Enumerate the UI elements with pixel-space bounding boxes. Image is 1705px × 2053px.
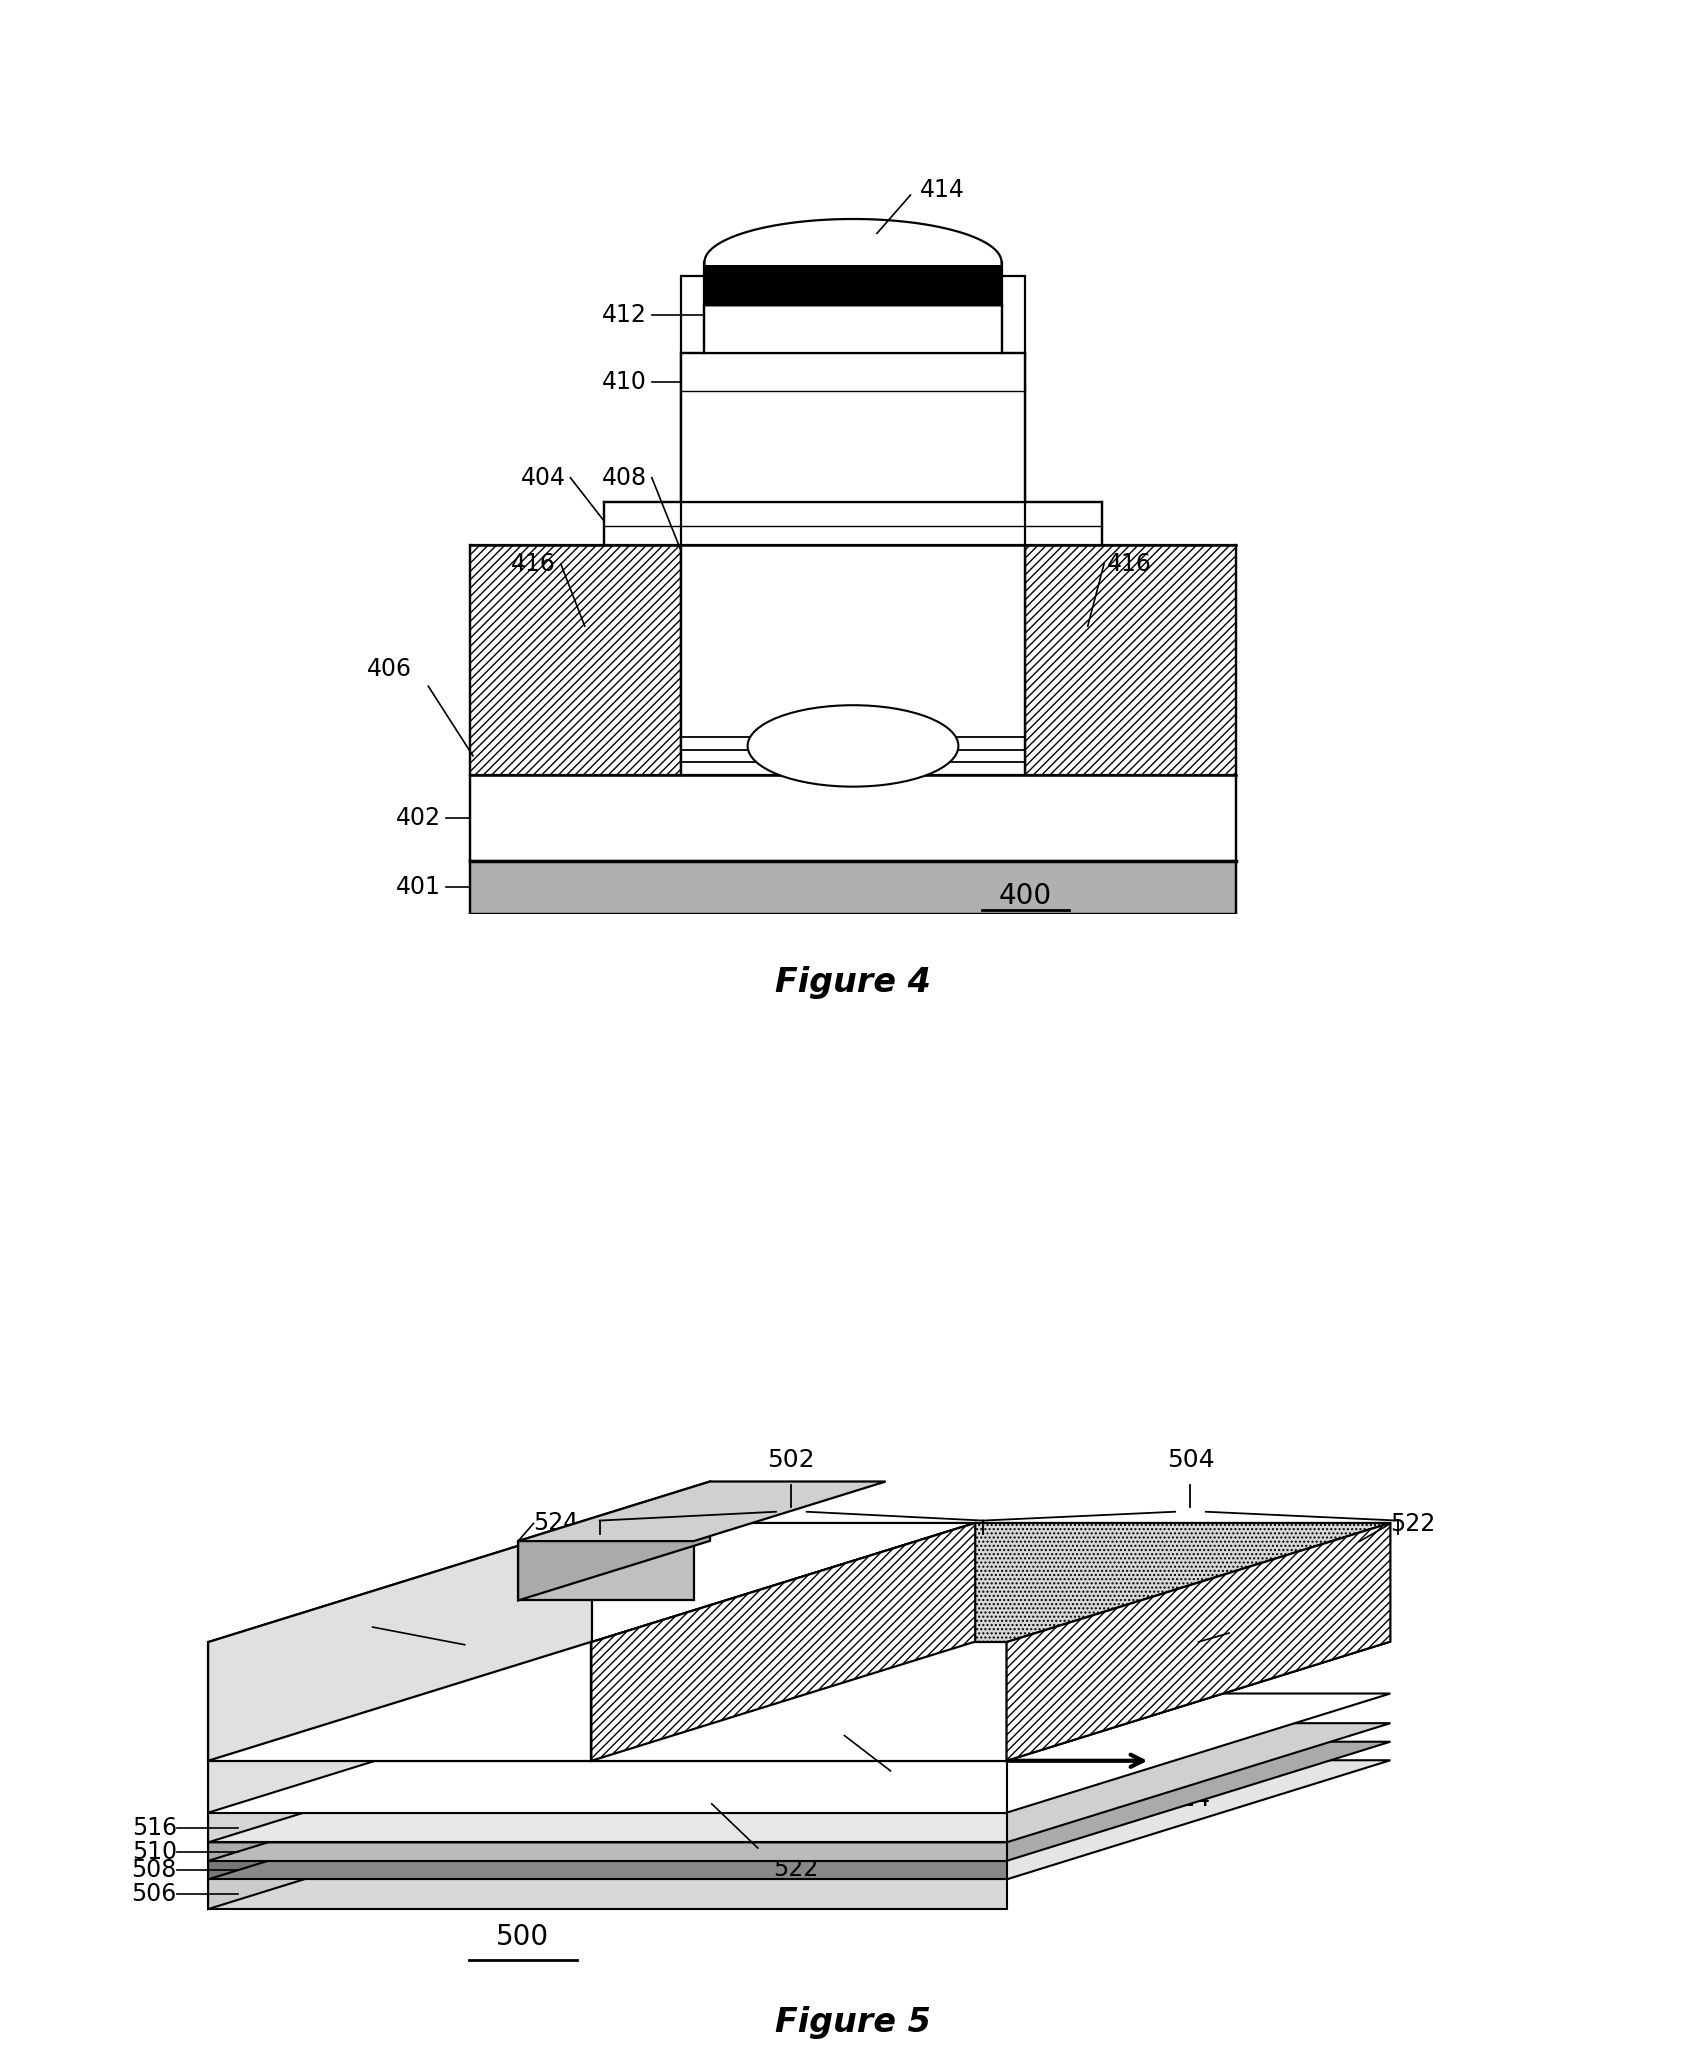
Text: 504: 504 — [1166, 1447, 1214, 1472]
Polygon shape — [208, 1878, 1006, 1909]
Bar — [469, 774, 1236, 860]
Polygon shape — [592, 1523, 1390, 1642]
Bar — [680, 353, 1025, 501]
Bar — [680, 277, 1025, 774]
Bar — [704, 306, 1001, 353]
Ellipse shape — [747, 704, 958, 786]
Text: 518: 518 — [327, 1616, 372, 1638]
Polygon shape — [208, 1842, 1006, 1860]
Polygon shape — [208, 1761, 1006, 1813]
Text: 408: 408 — [602, 466, 646, 491]
Polygon shape — [208, 1759, 592, 1909]
Bar — [704, 263, 1001, 306]
Polygon shape — [518, 1482, 885, 1542]
Text: 416: 416 — [512, 552, 556, 577]
Text: 514: 514 — [1165, 1788, 1211, 1811]
Text: 502: 502 — [767, 1447, 815, 1472]
Bar — [469, 860, 1236, 914]
Text: 522: 522 — [1390, 1511, 1436, 1536]
Polygon shape — [592, 1523, 975, 1761]
Polygon shape — [208, 1642, 975, 1761]
Polygon shape — [208, 1694, 592, 1842]
Text: 508: 508 — [131, 1858, 177, 1883]
Polygon shape — [208, 1813, 1006, 1842]
Text: 406: 406 — [367, 657, 413, 682]
Polygon shape — [208, 1642, 592, 1761]
Text: 410: 410 — [602, 370, 646, 394]
Bar — [704, 265, 1001, 306]
Text: 416: 416 — [1107, 552, 1151, 577]
Text: 506: 506 — [131, 1883, 177, 1907]
Polygon shape — [208, 1741, 1390, 1860]
Text: 516: 516 — [131, 1815, 177, 1839]
Polygon shape — [1006, 1523, 1390, 1761]
Polygon shape — [208, 1694, 1390, 1813]
Bar — [469, 544, 680, 774]
Text: Figure 4: Figure 4 — [774, 967, 931, 1000]
Text: 400: 400 — [999, 883, 1052, 909]
Polygon shape — [208, 1523, 592, 1761]
Polygon shape — [704, 220, 1001, 306]
Text: 520: 520 — [1228, 1622, 1274, 1644]
Polygon shape — [208, 1642, 1390, 1761]
Text: 404: 404 — [520, 466, 566, 491]
Text: 522: 522 — [772, 1856, 818, 1881]
Polygon shape — [208, 1759, 1390, 1878]
Text: 414: 414 — [919, 179, 965, 203]
Polygon shape — [518, 1482, 709, 1601]
Bar — [1025, 544, 1236, 774]
Text: 512: 512 — [905, 1780, 950, 1805]
Polygon shape — [592, 1642, 1006, 1761]
Text: Figure 5: Figure 5 — [774, 2006, 931, 2039]
Text: 401: 401 — [396, 875, 442, 899]
Polygon shape — [208, 1523, 975, 1642]
Text: 412: 412 — [602, 302, 646, 326]
Polygon shape — [208, 1722, 592, 1860]
Text: 524: 524 — [534, 1511, 578, 1536]
Polygon shape — [208, 1722, 1390, 1842]
Text: 500: 500 — [496, 1924, 549, 1952]
Bar — [604, 501, 1101, 544]
Polygon shape — [208, 1642, 592, 1813]
Text: 402: 402 — [396, 805, 442, 829]
Polygon shape — [208, 1741, 592, 1878]
Polygon shape — [592, 1642, 1390, 1761]
Polygon shape — [518, 1542, 694, 1601]
Text: 510: 510 — [131, 1839, 177, 1864]
Polygon shape — [208, 1860, 1006, 1878]
